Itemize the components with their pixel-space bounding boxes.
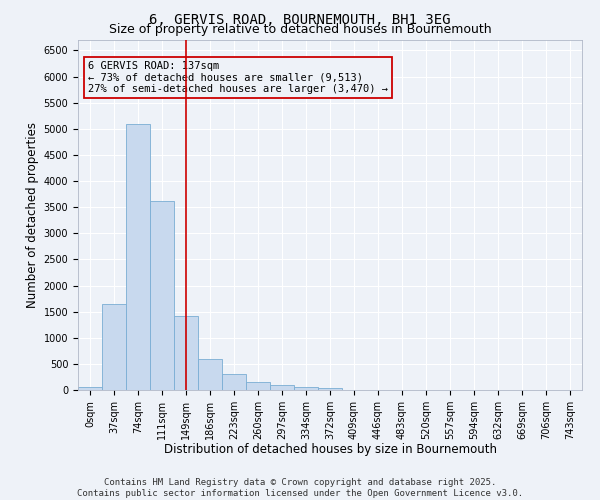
Bar: [222, 374, 246, 390]
Bar: [246, 382, 270, 390]
X-axis label: Distribution of detached houses by size in Bournemouth: Distribution of detached houses by size …: [163, 444, 497, 456]
Bar: [150, 201, 174, 390]
Text: 6, GERVIS ROAD, BOURNEMOUTH, BH1 3EG: 6, GERVIS ROAD, BOURNEMOUTH, BH1 3EG: [149, 12, 451, 26]
Text: Size of property relative to detached houses in Bournemouth: Size of property relative to detached ho…: [109, 22, 491, 36]
Bar: [174, 316, 198, 390]
Bar: [318, 388, 342, 390]
Bar: [294, 387, 318, 390]
Text: 6 GERVIS ROAD: 137sqm
← 73% of detached houses are smaller (9,513)
27% of semi-d: 6 GERVIS ROAD: 137sqm ← 73% of detached …: [88, 61, 388, 94]
Bar: [102, 304, 126, 390]
Text: Contains HM Land Registry data © Crown copyright and database right 2025.
Contai: Contains HM Land Registry data © Crown c…: [77, 478, 523, 498]
Bar: [270, 385, 294, 390]
Bar: [198, 358, 222, 390]
Y-axis label: Number of detached properties: Number of detached properties: [26, 122, 40, 308]
Bar: [78, 387, 102, 390]
Bar: [126, 124, 150, 390]
